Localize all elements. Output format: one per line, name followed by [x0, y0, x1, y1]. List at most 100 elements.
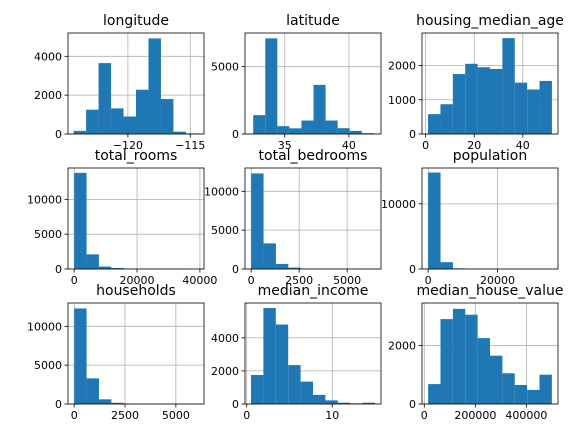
subplot-title: total_bedrooms [259, 148, 368, 164]
subplot-title: longitude [103, 13, 169, 29]
x-tick-label: 5000 [162, 409, 190, 422]
histogram-bar [86, 109, 99, 134]
histogram-bar [440, 104, 453, 134]
x-tick-label: 0 [422, 139, 429, 152]
subplot-title: median_house_value [417, 283, 564, 299]
subplot-median-house-value: 0 200000 400000 0 2000 median_house_value [388, 283, 563, 422]
subplot-total-rooms: 0 20000 40000 0 5000 10000 total_rooms [27, 148, 217, 287]
histogram-bar [428, 384, 441, 404]
histogram-bar [250, 375, 264, 404]
y-tick-label: 4000 [211, 332, 239, 345]
x-tick-label: 0 [71, 409, 78, 422]
y-tick-label: 0 [409, 128, 416, 141]
subplot-median-income: 0 10 0 2000 4000 median_income [211, 283, 382, 422]
histogram-bar [465, 63, 478, 134]
histogram-bar [477, 67, 490, 134]
histogram-bar [74, 308, 87, 404]
y-tick-label: 5000 [211, 61, 239, 74]
y-tick-label: 2000 [34, 89, 62, 102]
x-tick-label: 200000 [454, 409, 496, 422]
histogram-bar [452, 74, 466, 134]
histogram-bar [527, 389, 540, 404]
histogram-bar [337, 128, 350, 134]
y-tick-label: 5000 [211, 224, 239, 237]
x-tick-label: 0 [421, 409, 428, 422]
histogram-bar [160, 99, 174, 134]
histogram-bar [440, 319, 453, 404]
x-tick-label: −120 [113, 139, 143, 152]
x-tick-label: 400000 [505, 409, 547, 422]
y-tick-label: 0 [409, 263, 416, 276]
x-tick-label: 10 [325, 409, 339, 422]
axes-frame [67, 302, 205, 405]
subplot-housing-median-age: 0 20 40 0 1000 2000 housing_median_age [388, 13, 564, 152]
subplot-longitude: −120 −115 0 2000 4000 longitude [34, 13, 205, 152]
x-tick-label: 0 [243, 409, 250, 422]
histogram-bar [86, 378, 99, 404]
axes-frame [421, 167, 559, 270]
histogram-bar [490, 355, 503, 404]
y-tick-label: 4000 [34, 50, 62, 63]
axes-frame [67, 32, 205, 135]
histogram-bar [428, 114, 441, 134]
histogram-bar [477, 338, 490, 404]
axes-frame [244, 32, 382, 135]
y-tick-label: 5000 [34, 228, 62, 241]
histogram-bar [300, 381, 313, 404]
y-tick-label: 2000 [388, 60, 416, 73]
histogram-bar [111, 267, 124, 269]
y-tick-label: 2000 [388, 339, 416, 352]
x-tick-label: 40 [342, 139, 356, 152]
subplot-latitude: 35 40 0 5000 latitude [211, 13, 382, 152]
y-tick-label: 0 [409, 398, 416, 411]
histogram-bar [265, 38, 278, 134]
histogram-bar [275, 324, 289, 404]
histogram-bar [362, 402, 376, 404]
histogram-bar [148, 38, 161, 134]
histogram-bar [325, 120, 338, 134]
histogram-bar [514, 384, 528, 404]
histogram-bar [428, 172, 441, 269]
histogram-bar [361, 133, 374, 134]
histogram-bar [251, 173, 264, 269]
axes-frame [421, 302, 559, 405]
histogram-bar [301, 120, 314, 134]
y-tick-label: 10000 [27, 193, 62, 206]
histogram-bar [440, 262, 453, 269]
histogram-bar [263, 307, 276, 404]
x-tick-label: 2500 [111, 409, 139, 422]
histogram-bar [98, 399, 112, 404]
subplot-title: housing_median_age [416, 13, 564, 29]
y-tick-label: 10000 [27, 320, 62, 333]
y-tick-label: 5000 [34, 359, 62, 372]
y-tick-label: 0 [232, 398, 239, 411]
histogram-bar [527, 89, 540, 134]
x-tick-label: 5000 [333, 274, 361, 287]
histogram-bar [539, 80, 552, 134]
axes-frame [244, 167, 382, 270]
y-tick-label: 0 [232, 128, 239, 141]
histogram-bar [277, 126, 290, 134]
y-tick-label: 0 [55, 128, 62, 141]
histogram-bar [313, 394, 326, 404]
y-tick-label: 0 [55, 263, 62, 276]
y-tick-label: 10000 [381, 198, 416, 211]
axes-frame [421, 32, 559, 135]
y-tick-label: 10000 [204, 185, 239, 198]
histogram-bar [313, 84, 326, 134]
subplot-title: median_income [258, 283, 369, 299]
subplot-title: latitude [286, 13, 340, 29]
axes-frame [67, 167, 205, 270]
subplot-total-bedrooms: 0 2500 5000 0 5000 10000 total_bedrooms [204, 148, 382, 287]
x-tick-label: 20000 [480, 274, 515, 287]
y-tick-label: 2000 [211, 365, 239, 378]
histogram-bar [337, 402, 351, 404]
y-tick-label: 1000 [388, 94, 416, 107]
x-tick-label: 0 [71, 274, 78, 287]
histogram-bar [289, 128, 302, 134]
histogram-bar [275, 263, 289, 269]
subplot-households: 0 2500 5000 0 5000 10000 households [27, 283, 205, 422]
histogram-bar [111, 402, 124, 404]
histogram-bar [349, 130, 362, 134]
